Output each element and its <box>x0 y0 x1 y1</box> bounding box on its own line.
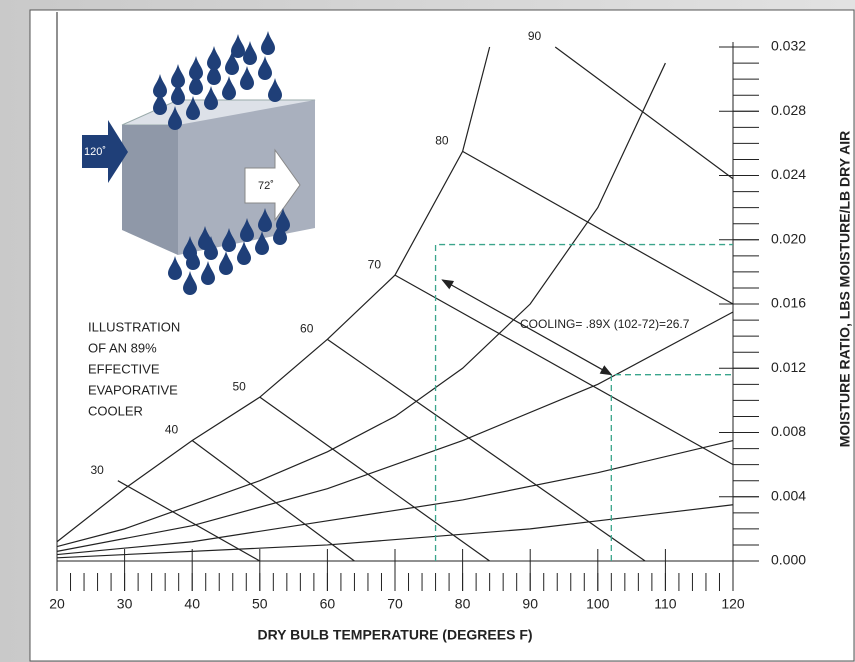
y-tick-label: 0.016 <box>771 295 806 311</box>
wet-bulb-label: 70 <box>368 257 382 271</box>
x-tick-label: 20 <box>49 596 65 612</box>
y-tick-label: 0.028 <box>771 102 806 118</box>
wet-bulb-label: 50 <box>232 379 246 393</box>
x-tick-label: 60 <box>320 596 336 612</box>
illustration-text: COOLER <box>88 403 143 418</box>
wet-bulb-label: 40 <box>165 423 179 437</box>
wet-bulb-label: 80 <box>435 134 449 148</box>
x-tick-label: 80 <box>455 596 471 612</box>
x-axis-label: DRY BULB TEMPERATURE (DEGREES F) <box>257 627 532 643</box>
y-tick-label: 0.024 <box>771 166 806 182</box>
illustration-text: OF AN 89% <box>88 340 157 355</box>
x-tick-label: 70 <box>387 596 403 612</box>
illustration-text: EFFECTIVE <box>88 361 160 376</box>
y-tick-label: 0.000 <box>771 552 806 568</box>
illustration-text: EVAPORATIVE <box>88 382 178 397</box>
x-tick-label: 120 <box>721 596 745 612</box>
y-tick-label: 0.032 <box>771 38 806 54</box>
chart: 120˚ 72˚ ILLUSTRATION OF AN 89% EFFECTIVE E… <box>0 0 855 662</box>
page: {"chart_data": { "type": "line", "xlabel… <box>0 0 855 662</box>
x-tick-label: 50 <box>252 596 268 612</box>
annotation: COOLING= .89X (102-72)=26.7 <box>520 317 690 331</box>
x-tick-label: 30 <box>117 596 133 612</box>
y-tick-label: 0.012 <box>771 359 806 375</box>
outlet-label: 72˚ <box>258 180 274 192</box>
wet-bulb-label: 30 <box>90 463 104 477</box>
y-tick-label: 0.020 <box>771 230 806 246</box>
illustration-text: ILLUSTRATION <box>88 319 180 334</box>
x-tick-label: 90 <box>522 596 538 612</box>
y-tick-label: 0.004 <box>771 487 806 503</box>
y-tick-label: 0.008 <box>771 423 806 439</box>
inlet-label: 120˚ <box>84 146 106 158</box>
x-tick-label: 110 <box>654 596 677 612</box>
y-axis-label: MOISTURE RATIO, LBS MOISTURE/LB DRY AIR <box>837 131 853 448</box>
wet-bulb-label: 60 <box>300 322 314 336</box>
x-tick-label: 100 <box>586 596 610 612</box>
wet-bulb-label: 90 <box>528 29 542 43</box>
x-tick-label: 40 <box>184 596 200 612</box>
